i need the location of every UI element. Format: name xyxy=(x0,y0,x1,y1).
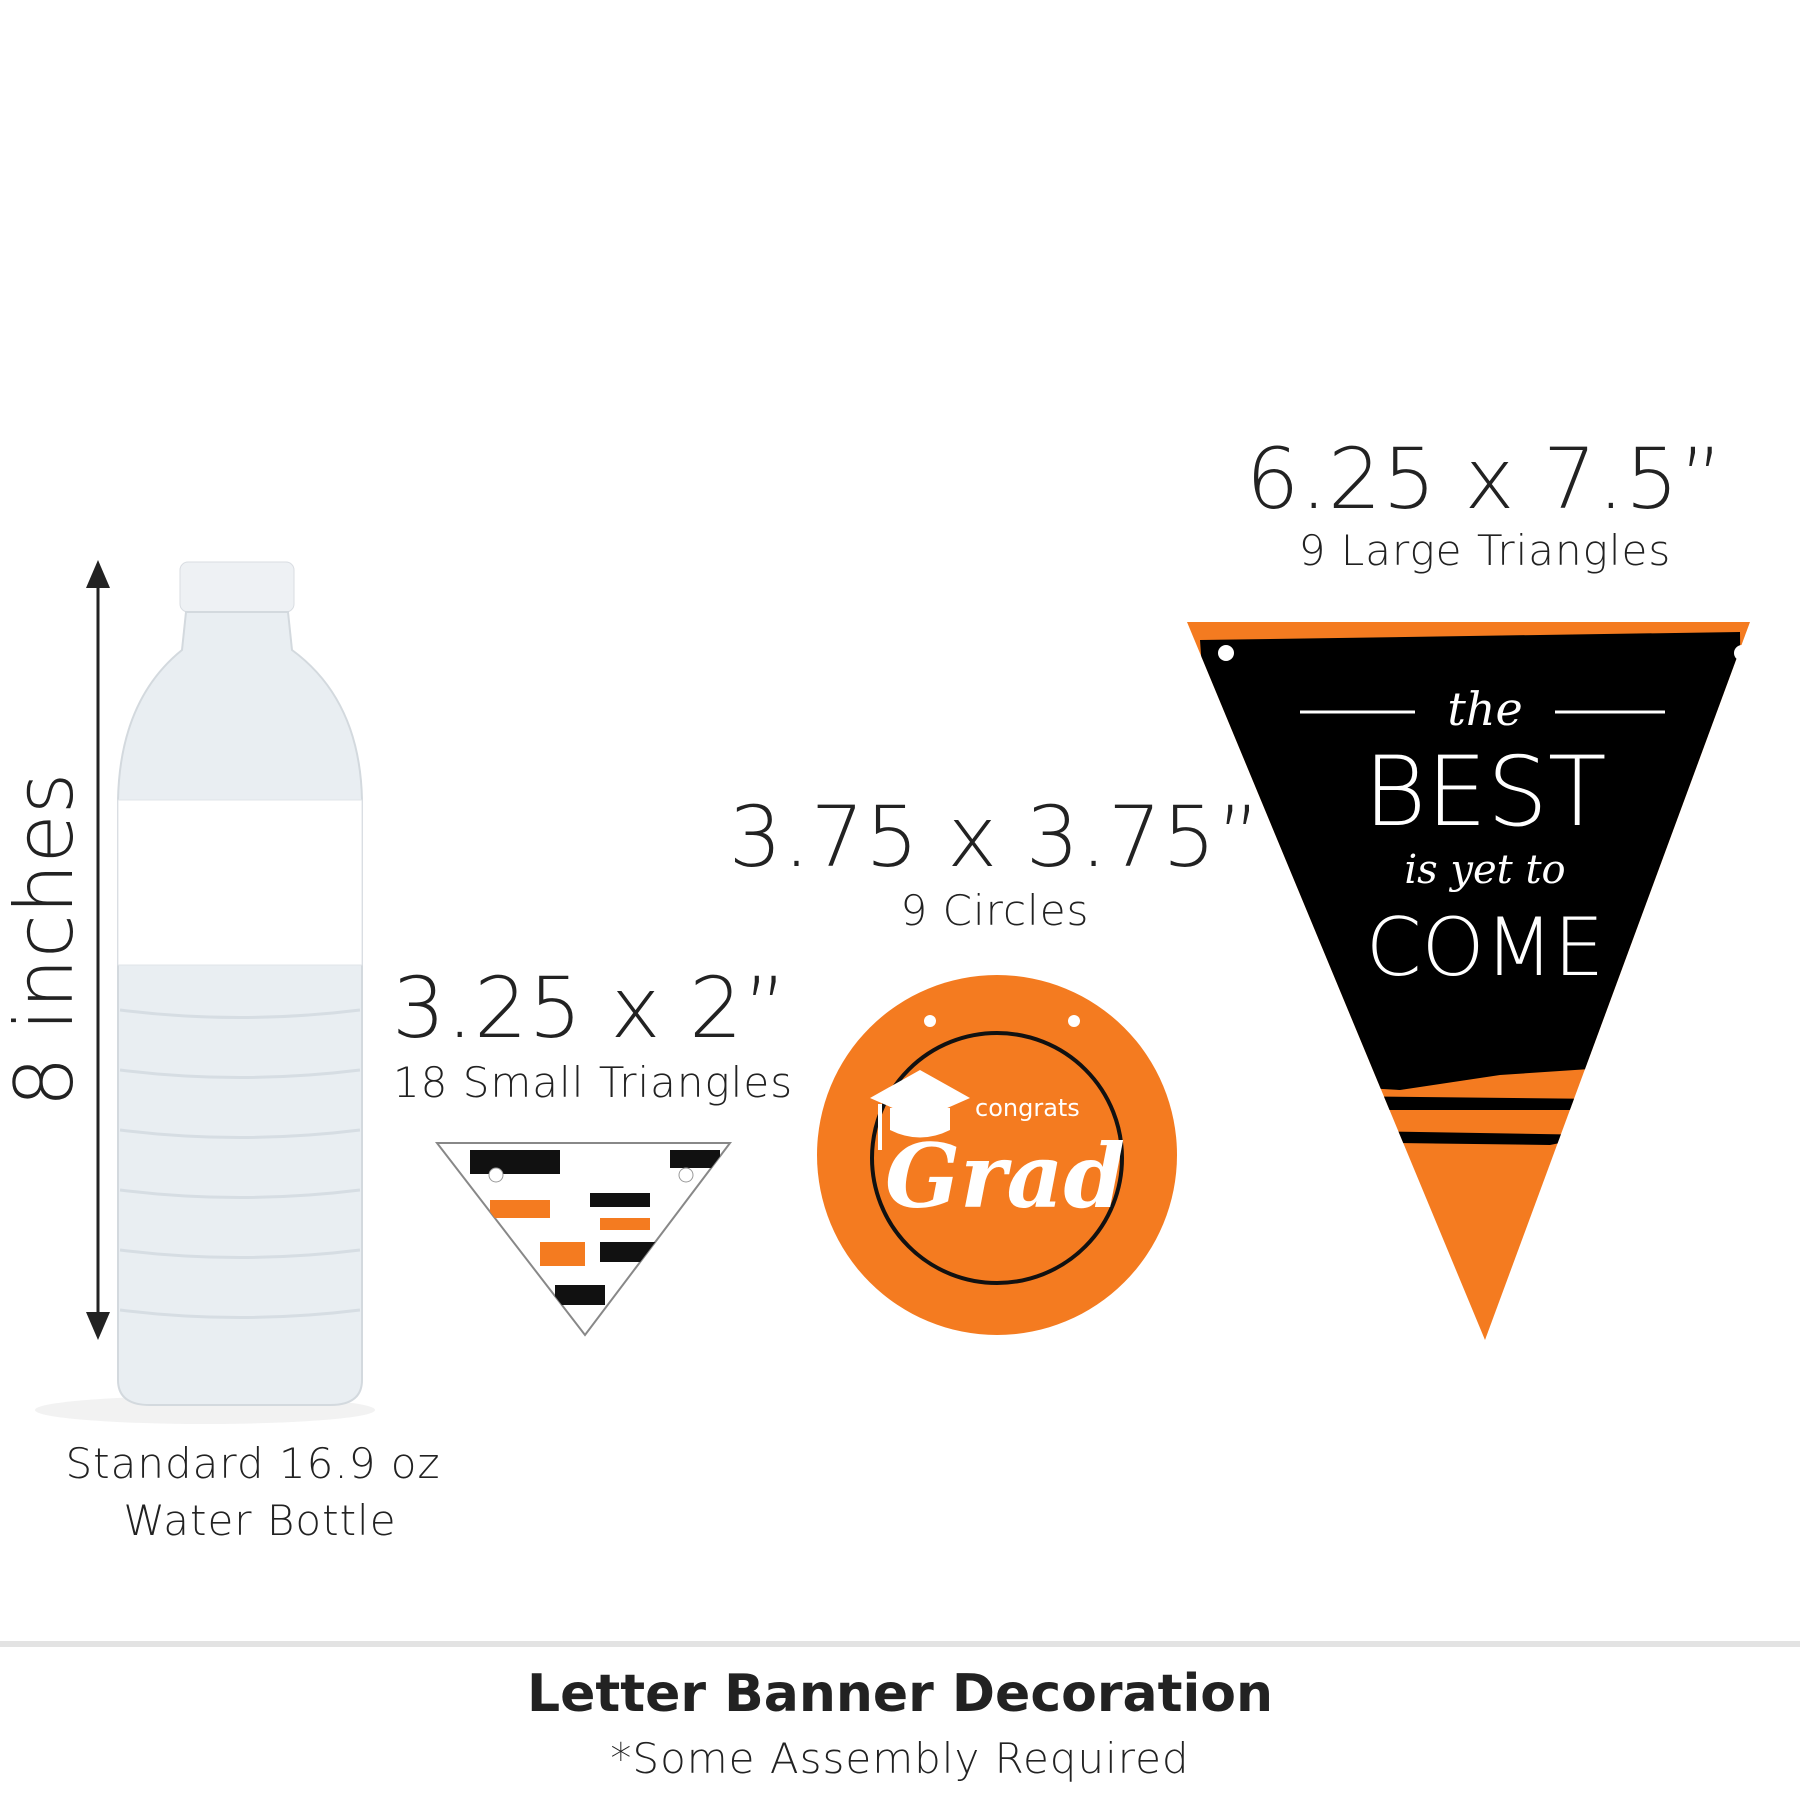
circle-congrats-text: congrats xyxy=(975,1094,1080,1122)
bottle-caption-line1: Standard 16.9 oz xyxy=(65,1439,441,1488)
large-triangle-line2: BEST xyxy=(1363,736,1607,848)
grad-word-pattern xyxy=(470,1150,720,1305)
circle-grad-text: Grad xyxy=(885,1124,1126,1228)
large-triangle-line1: the xyxy=(1447,682,1523,736)
bottle-height-label: 8 inches xyxy=(0,772,91,1108)
divider xyxy=(0,1641,1800,1647)
large-triangle-size: 6.25 x 7.5” xyxy=(1245,430,1725,528)
large-triangle-count: 9 Large Triangles xyxy=(1298,526,1672,575)
circle-pennant xyxy=(817,975,1177,1335)
small-triangle-count: 18 Small Triangles xyxy=(392,1058,794,1107)
circle-count: 9 Circles xyxy=(900,886,1090,935)
circle-size: 3.75 x 3.75” xyxy=(728,788,1262,886)
bottle-caption-line2: Water Bottle xyxy=(123,1496,397,1545)
footer-note: *Some Assembly Required xyxy=(610,1734,1190,1783)
large-triangle-line3: is yet to xyxy=(1404,847,1566,893)
large-triangle-line4: COME xyxy=(1365,901,1605,994)
water-bottle-image xyxy=(35,561,375,1424)
graduation-cap-icon xyxy=(870,1070,970,1150)
small-triangle-pennant xyxy=(434,1142,733,1337)
height-arrow-icon xyxy=(86,560,110,1340)
footer-title: Letter Banner Decoration xyxy=(526,1664,1274,1724)
small-triangle-size: 3.25 x 2” xyxy=(391,959,789,1057)
